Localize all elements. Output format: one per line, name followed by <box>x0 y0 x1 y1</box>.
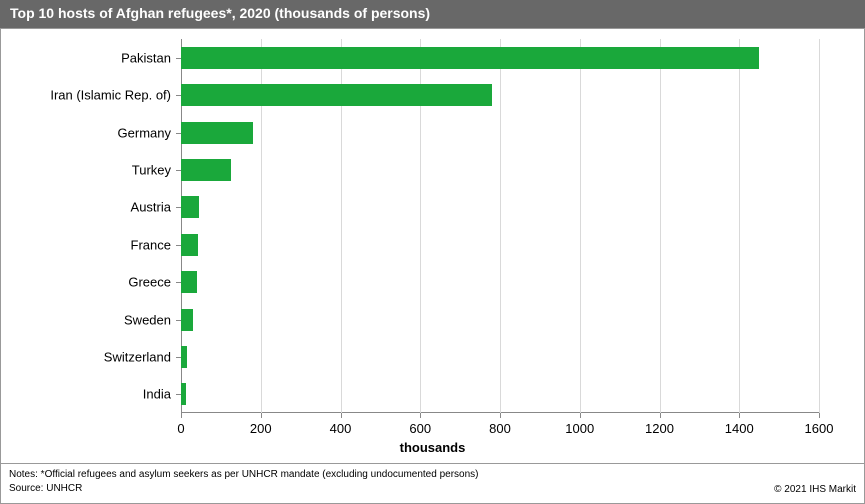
x-tick-label: 1000 <box>565 413 594 436</box>
plot-region: 02004006008001000120014001600PakistanIra… <box>181 39 819 413</box>
chart-title-bar: Top 10 hosts of Afghan refugees*, 2020 (… <box>0 0 865 28</box>
category-label: Germany <box>11 125 181 140</box>
chart-footer: Notes: *Official refugees and asylum see… <box>0 464 865 504</box>
footer-copyright: © 2021 IHS Markit <box>774 484 856 499</box>
x-tick-label: 1200 <box>645 413 674 436</box>
category-label: Pakistan <box>11 50 181 65</box>
category-label: Austria <box>11 200 181 215</box>
grid-line <box>660 39 661 413</box>
category-label: Sweden <box>11 312 181 327</box>
bar <box>181 159 231 181</box>
bar <box>181 47 759 69</box>
bar <box>181 84 492 106</box>
footer-source: Source: UNHCR <box>9 482 479 496</box>
chart-title: Top 10 hosts of Afghan refugees*, 2020 (… <box>10 5 430 21</box>
bar <box>181 196 199 218</box>
category-label: Switzerland <box>11 349 181 364</box>
x-tick-label: 1400 <box>725 413 754 436</box>
bar <box>181 122 253 144</box>
category-label: India <box>11 387 181 402</box>
x-axis-label: thousands <box>1 440 864 455</box>
category-label: Turkey <box>11 162 181 177</box>
bar <box>181 234 198 256</box>
x-tick-label: 200 <box>250 413 272 436</box>
bar <box>181 309 193 331</box>
x-tick-label: 600 <box>409 413 431 436</box>
chart-area: 0 200 400 600 800 1000 1200 1400 1600 Pakistan Ira… <box>0 28 865 464</box>
x-tick-label: 800 <box>489 413 511 436</box>
x-tick-label: 0 <box>177 413 184 436</box>
category-label: Greece <box>11 275 181 290</box>
grid-line <box>580 39 581 413</box>
grid-line <box>500 39 501 413</box>
bar <box>181 346 187 368</box>
x-tick-label: 400 <box>330 413 352 436</box>
category-label: France <box>11 237 181 252</box>
bar <box>181 383 186 405</box>
bar <box>181 271 197 293</box>
category-label: Iran (Islamic Rep. of) <box>11 88 181 103</box>
grid-line <box>819 39 820 413</box>
footer-left: Notes: *Official refugees and asylum see… <box>9 468 479 496</box>
x-tick-label: 1600 <box>805 413 834 436</box>
footer-notes: Notes: *Official refugees and asylum see… <box>9 468 479 482</box>
grid-line <box>739 39 740 413</box>
